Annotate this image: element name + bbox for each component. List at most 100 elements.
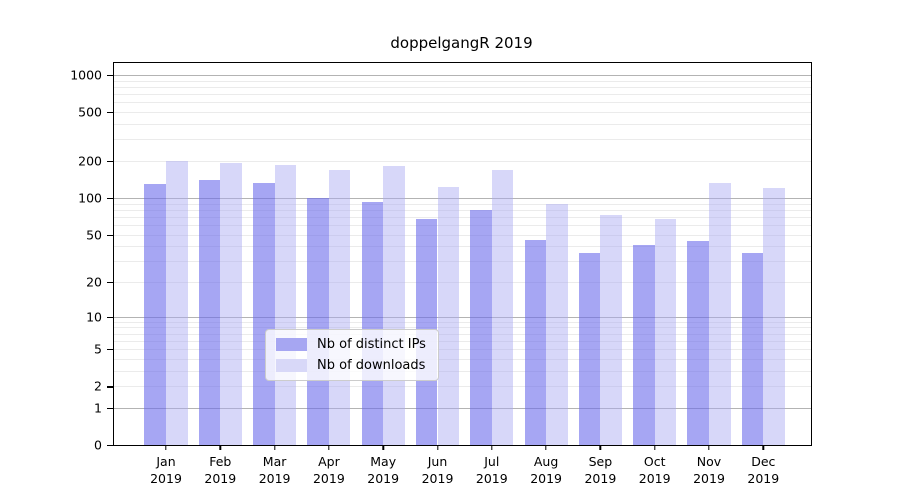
x-axis-tick — [219, 445, 221, 450]
bar-downloads-mar — [274, 165, 297, 445]
gridline-minor — [114, 282, 811, 283]
bar-downloads-feb — [220, 162, 242, 445]
gridline-minor — [114, 234, 811, 236]
gridline-minor — [114, 321, 811, 323]
gridline-minor — [114, 333, 811, 335]
x-axis-tick-label-jan: Jan 2019 — [150, 454, 182, 486]
y-axis-tick — [107, 234, 113, 236]
y-axis-tick-label: 1000 — [70, 67, 102, 83]
x-axis-tick — [762, 445, 764, 450]
gridline-minor — [114, 246, 811, 248]
bar-downloads-nov — [709, 182, 731, 445]
bar-distinct-ips-mar — [253, 182, 275, 445]
x-axis-tick-label-jun: Jun 2019 — [421, 454, 454, 486]
plot-area: 0 1 2 5 10 20 50 100 200 500 1000 Jan 2019 Feb 2019 Mar… — [70, 62, 812, 486]
legend: Nb of distinct IPs Nb of downloads — [265, 329, 439, 381]
x-axis-tick-label-nov: Nov 2019 — [693, 454, 725, 486]
y-axis-tick-label: 200 — [78, 153, 102, 169]
x-axis-tick-label-apr: Apr 2019 — [312, 454, 345, 486]
y-axis-tick-label: 20 — [86, 274, 102, 290]
legend-label-downloads: Nb of downloads — [317, 358, 426, 373]
bar-distinct-ips-nov — [687, 241, 709, 445]
x-axis-tick-label-mar: Mar 2019 — [258, 454, 291, 486]
y-axis-tick — [107, 161, 113, 163]
y-axis-tick — [107, 282, 113, 284]
bar-downloads-aug — [546, 203, 568, 445]
gridline-minor — [114, 349, 811, 351]
gridline-minor — [114, 261, 811, 263]
gridline-minor — [114, 216, 811, 218]
bar-downloads-dec — [763, 187, 785, 445]
bar-downloads-jun — [437, 186, 460, 445]
gridline-major — [114, 197, 811, 199]
bar-distinct-ips-aug — [524, 240, 547, 445]
bar-downloads-may — [383, 166, 405, 445]
bar-distinct-ips-apr — [307, 198, 329, 445]
y-axis-tick-label: 500 — [78, 104, 102, 120]
gridline-minor — [114, 370, 811, 372]
chart-title: doppelgangR 2019 — [390, 34, 533, 52]
x-axis-tick-label-oct: Oct 2019 — [638, 454, 671, 486]
y-axis-tick — [107, 197, 113, 200]
y-axis-tick — [107, 407, 113, 410]
x-axis-tick — [328, 445, 330, 450]
y-axis-tick-label: 1 — [94, 400, 102, 416]
legend-row-distinct-ips: Nb of distinct IPs — [276, 337, 426, 352]
y-axis-tick — [107, 316, 113, 318]
gridline-minor — [114, 209, 811, 211]
bar-distinct-ips-dec — [741, 253, 764, 445]
x-axis-tick — [653, 445, 656, 450]
y-axis-tick — [107, 112, 113, 114]
x-axis-tick-label-feb: Feb 2019 — [204, 454, 237, 486]
gridline-major — [114, 407, 811, 409]
x-axis-tick — [491, 445, 493, 450]
x-axis-tick-label-jul: Jul 2019 — [475, 454, 508, 486]
x-axis-tick — [599, 445, 602, 450]
y-axis-tick-label: 2 — [94, 378, 102, 394]
gridline-minor — [114, 139, 811, 141]
gridline-minor — [114, 386, 811, 388]
gridline-minor — [114, 203, 811, 205]
x-axis-tick-label-dec: Dec 2019 — [747, 454, 780, 486]
y-axis-tick-label: 5 — [94, 341, 102, 357]
gridline-minor — [114, 124, 811, 125]
gridline-minor — [114, 80, 811, 82]
gridline-minor — [114, 94, 811, 96]
x-axis-tick — [165, 445, 167, 450]
x-axis-tick — [436, 445, 439, 450]
x-axis-tick — [545, 445, 547, 450]
bar-distinct-ips-oct — [633, 244, 655, 445]
bar-downloads-jul — [491, 170, 514, 445]
x-axis-tick-label-sep: Sep 2019 — [584, 454, 617, 486]
gridline-minor — [114, 340, 811, 342]
legend-swatch-distinct-ips — [276, 338, 307, 351]
y-axis-tick-label: 100 — [78, 190, 102, 206]
x-axis-tick — [708, 445, 710, 450]
x-axis-tick — [273, 445, 276, 450]
bar-distinct-ips-feb — [198, 180, 221, 445]
y-axis-tick-label: 0 — [94, 437, 102, 453]
bar-downloads-jan — [166, 160, 188, 445]
gridline-minor — [114, 112, 811, 114]
bar-distinct-ips-jul — [470, 209, 492, 445]
y-axis-tick — [107, 75, 113, 77]
y-axis-tick — [107, 445, 113, 447]
legend-row-downloads: Nb of downloads — [276, 358, 426, 373]
y-axis-tick — [107, 349, 113, 351]
gridline-minor — [114, 224, 811, 226]
x-axis-tick — [382, 445, 384, 450]
y-axis-tick-label: 10 — [86, 309, 102, 325]
gridline-minor — [114, 102, 811, 104]
y-axis-tick-label: 50 — [86, 227, 102, 242]
bar-distinct-ips-sep — [578, 253, 601, 445]
x-axis-tick-label-aug: Aug 2019 — [530, 454, 562, 486]
gridline-major — [114, 316, 811, 318]
x-axis-tick-label-may: May 2019 — [367, 454, 400, 486]
y-axis-tick — [107, 386, 113, 388]
bar-downloads-apr — [328, 170, 351, 445]
gridline-minor — [114, 327, 811, 329]
legend-swatch-downloads — [276, 359, 307, 372]
bar-downloads-sep — [600, 214, 622, 445]
bar-distinct-ips-may — [361, 201, 384, 445]
